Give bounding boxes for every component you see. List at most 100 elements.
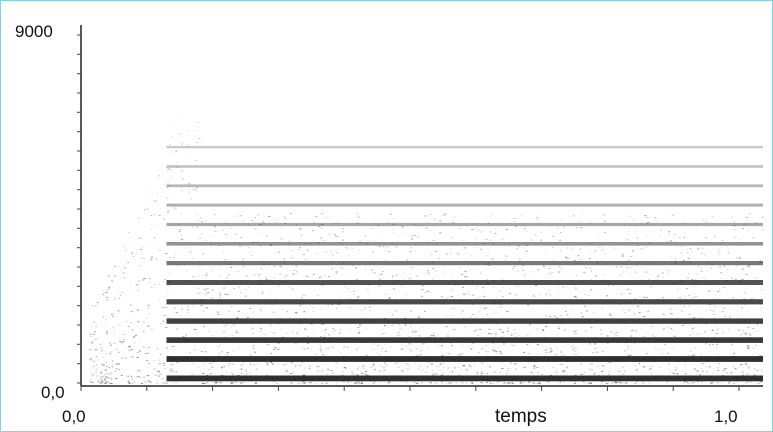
noise-speck <box>536 367 539 369</box>
noise-speck <box>341 371 344 373</box>
noise-speck <box>254 217 256 219</box>
noise-speck <box>142 346 145 348</box>
noise-speck <box>494 233 497 235</box>
noise-speck <box>263 334 266 335</box>
noise-speck <box>356 368 359 370</box>
noise-speck <box>700 252 703 254</box>
noise-speck <box>219 381 222 383</box>
noise-speck <box>203 363 206 364</box>
noise-speck <box>630 255 633 257</box>
noise-speck <box>107 381 110 383</box>
noise-speck <box>176 162 178 163</box>
noise-speck <box>148 304 151 306</box>
noise-speck <box>549 348 553 349</box>
noise-speck <box>427 347 429 349</box>
noise-speck <box>480 371 483 373</box>
noise-speck <box>107 377 110 379</box>
noise-speck <box>664 237 667 239</box>
noise-speck <box>661 272 664 274</box>
noise-speck <box>688 382 690 384</box>
noise-speck <box>218 352 220 354</box>
noise-speck <box>265 362 268 364</box>
noise-speck <box>506 330 509 332</box>
noise-speck <box>345 247 348 249</box>
noise-speck <box>154 284 156 286</box>
noise-speck <box>146 375 149 377</box>
noise-speck <box>667 272 670 274</box>
noise-speck <box>755 222 757 223</box>
noise-speck <box>488 333 491 334</box>
noise-speck <box>481 382 483 384</box>
noise-speck <box>187 183 191 185</box>
noise-speck <box>722 239 724 241</box>
noise-speck <box>277 363 280 365</box>
noise-speck <box>343 346 346 347</box>
noise-speck <box>522 381 524 383</box>
noise-speck <box>142 376 146 378</box>
noise-speck <box>450 314 453 316</box>
noise-speck <box>652 334 654 336</box>
noise-speck <box>432 240 435 242</box>
noise-speck <box>456 252 459 254</box>
noise-speck <box>738 330 741 331</box>
noise-speck <box>486 255 489 257</box>
noise-speck <box>761 216 764 218</box>
noise-speck <box>271 304 273 306</box>
noise-speck <box>599 246 601 248</box>
noise-speck <box>253 364 255 366</box>
noise-speck <box>520 382 522 384</box>
noise-speck <box>709 310 712 311</box>
noise-speck <box>167 284 170 286</box>
noise-speck <box>650 373 653 375</box>
noise-speck <box>480 374 483 376</box>
noise-speck <box>219 293 222 294</box>
noise-speck <box>464 276 466 278</box>
noise-speck <box>757 330 759 332</box>
noise-speck <box>338 235 340 237</box>
noise-speck <box>504 259 507 261</box>
noise-speck <box>733 225 736 227</box>
noise-speck <box>589 382 592 384</box>
noise-speck <box>663 344 666 346</box>
noise-speck <box>151 257 154 259</box>
noise-speck <box>432 332 435 334</box>
noise-speck <box>105 376 108 378</box>
noise-speck <box>487 249 489 251</box>
noise-speck <box>434 251 437 252</box>
noise-speck <box>92 365 95 367</box>
noise-speck <box>533 364 536 366</box>
noise-speck <box>385 259 387 261</box>
noise-speck <box>357 216 360 218</box>
noise-speck <box>255 382 257 384</box>
noise-speck <box>288 242 290 244</box>
noise-speck <box>239 215 242 217</box>
noise-speck <box>476 297 478 299</box>
noise-speck <box>422 343 425 345</box>
noise-speck <box>446 253 448 255</box>
noise-speck <box>283 216 286 218</box>
noise-speck <box>407 364 410 366</box>
noise-speck <box>408 343 411 345</box>
noise-speck <box>166 290 169 292</box>
noise-speck <box>170 177 172 178</box>
noise-speck <box>321 382 323 384</box>
noise-speck <box>358 331 360 333</box>
noise-speck <box>633 348 635 350</box>
noise-speck <box>448 297 451 298</box>
noise-speck <box>147 307 149 309</box>
noise-speck <box>273 277 276 279</box>
noise-speck <box>404 324 407 326</box>
noise-speck <box>627 231 630 232</box>
noise-speck <box>382 246 385 247</box>
noise-speck <box>109 382 112 384</box>
noise-speck <box>244 295 247 297</box>
noise-speck <box>224 259 227 261</box>
noise-speck <box>332 328 335 330</box>
noise-speck <box>426 290 428 292</box>
noise-speck <box>433 335 435 337</box>
noise-speck <box>506 311 509 313</box>
noise-speck <box>733 383 735 384</box>
noise-speck <box>175 312 178 314</box>
noise-speck <box>222 250 224 252</box>
noise-speck <box>654 361 657 363</box>
